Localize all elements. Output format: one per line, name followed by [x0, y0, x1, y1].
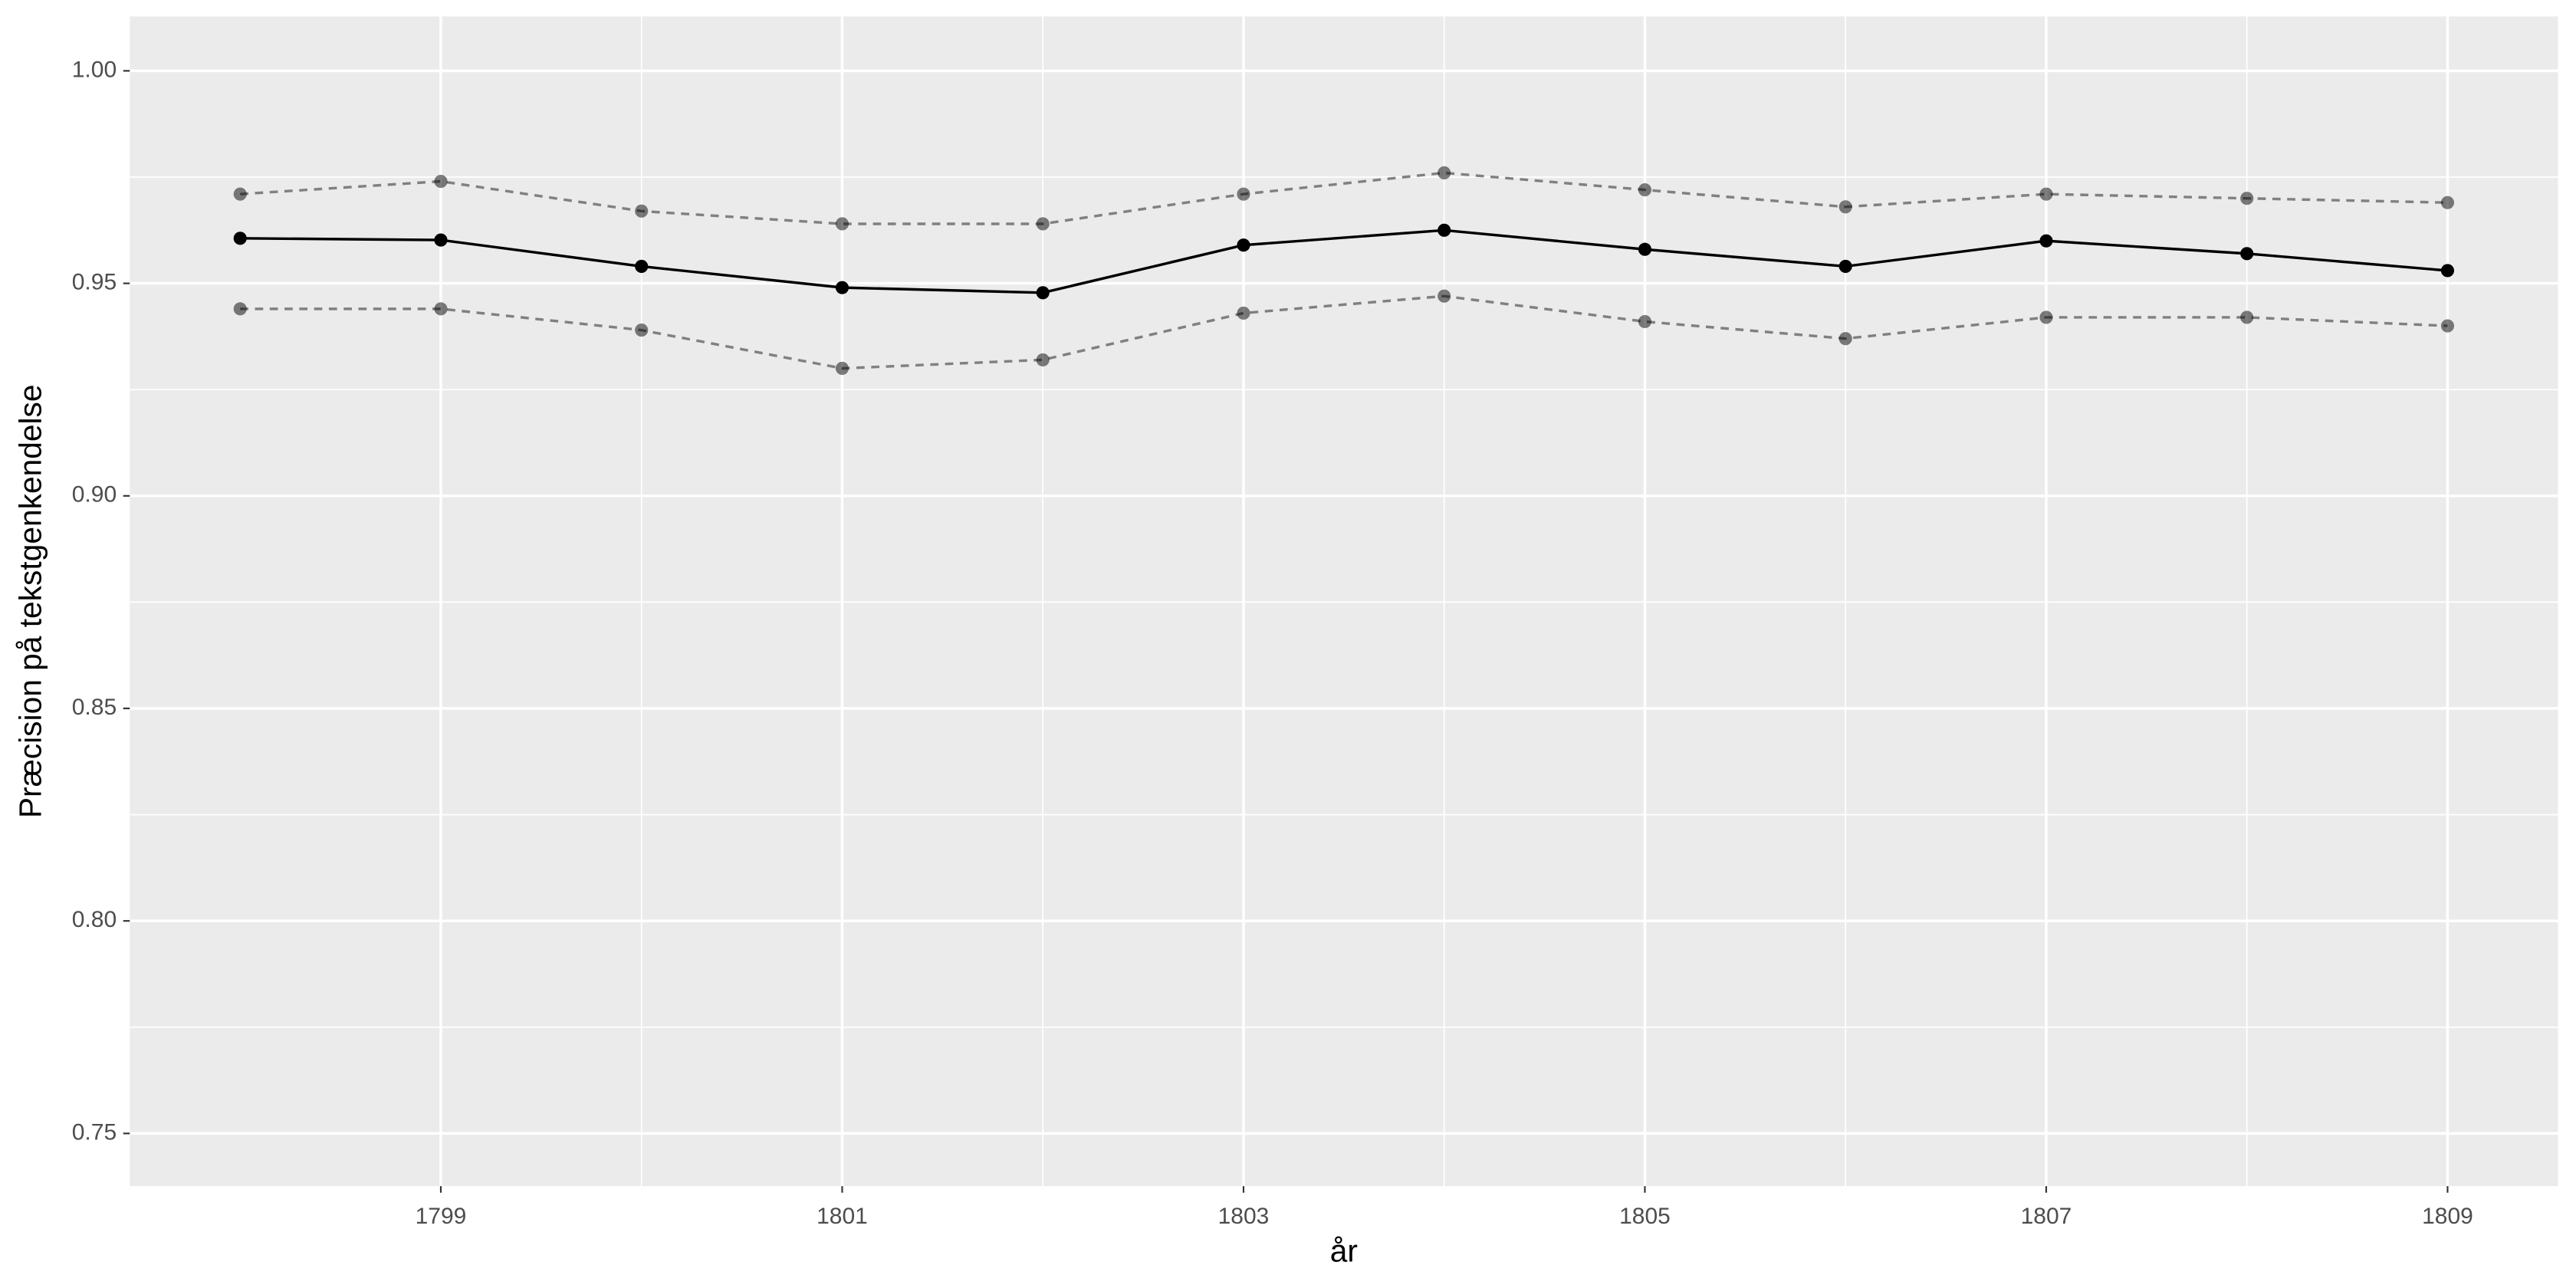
- x-tick-label: 1799: [416, 1204, 467, 1229]
- data-point: [434, 302, 448, 316]
- x-tick-label: 1807: [2021, 1204, 2072, 1229]
- data-point: [233, 187, 247, 201]
- data-point: [1036, 286, 1050, 300]
- data-point: [434, 233, 448, 247]
- x-tick-label: 1801: [816, 1204, 868, 1229]
- series-line: [240, 294, 2448, 370]
- data-point: [233, 302, 247, 316]
- x-tick-label: 1805: [1619, 1204, 1671, 1229]
- data-point: [2440, 196, 2455, 209]
- data-point: [1438, 166, 1451, 180]
- data-point: [434, 174, 448, 189]
- data-point: [1638, 242, 1652, 256]
- x-axis-title: år: [1330, 1234, 1358, 1269]
- data-point: [2440, 319, 2455, 333]
- data-point: [635, 324, 649, 337]
- data-point: [835, 217, 849, 231]
- data-point: [835, 361, 849, 376]
- data-point: [1638, 183, 1652, 197]
- y-tick-label: 0.85: [72, 695, 117, 720]
- y-tick-label: 0.80: [72, 907, 117, 932]
- y-axis-title: Præcision på tekstgenkendelse: [13, 384, 48, 818]
- y-tick-label: 0.95: [72, 270, 117, 295]
- data-point: [1838, 259, 1852, 273]
- data-point: [1237, 187, 1250, 201]
- plot-panel: [130, 16, 2558, 1187]
- series-line: [240, 228, 2448, 294]
- data-point: [2240, 192, 2254, 205]
- data-point: [1838, 200, 1852, 214]
- data-point: [2440, 264, 2455, 278]
- data-point: [1036, 353, 1050, 366]
- y-tick-label: 0.75: [72, 1119, 117, 1145]
- data-point: [2039, 234, 2053, 248]
- data-point: [635, 259, 649, 273]
- data-point: [2240, 310, 2254, 324]
- data-point: [2240, 247, 2254, 261]
- data-point: [1036, 217, 1050, 231]
- data-point: [1838, 332, 1852, 346]
- data-point: [233, 232, 247, 245]
- x-tick-label: 1803: [1218, 1204, 1270, 1229]
- data-point: [635, 204, 649, 218]
- series-line: [240, 171, 2448, 225]
- x-tick-label: 1809: [2422, 1204, 2473, 1229]
- y-tick-label: 1.00: [72, 57, 117, 82]
- data-point: [1438, 289, 1451, 303]
- data-point: [835, 281, 849, 294]
- data-point: [1638, 314, 1652, 329]
- y-tick-label: 0.90: [72, 482, 117, 508]
- data-point: [2039, 310, 2053, 324]
- data-point: [1237, 238, 1250, 252]
- data-point: [1438, 223, 1451, 237]
- data-point: [1237, 306, 1250, 320]
- data-point: [2039, 187, 2053, 201]
